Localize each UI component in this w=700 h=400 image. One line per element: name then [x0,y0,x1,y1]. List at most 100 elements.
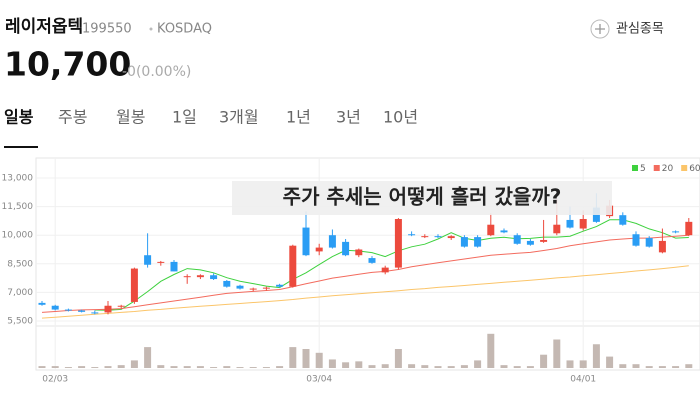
volume-bar [91,367,99,368]
watch-button[interactable]: 관심종목 [590,19,664,39]
candle-body [236,285,244,289]
volume-bar [249,367,257,368]
volume-bar [130,360,138,368]
volume-bar [368,365,376,368]
candle-body [78,310,86,312]
volume-bar [474,360,482,368]
volume-bar [408,364,416,368]
volume-bar [170,366,178,368]
candle-body [421,236,429,238]
candle-body [315,247,323,252]
annotation-bg [232,181,612,215]
volume-bar [526,366,534,368]
volume-bar [64,367,72,368]
candle-body [513,235,521,244]
candle-body [645,238,653,247]
tab[interactable]: 3개월 [219,108,259,127]
candle-body [302,227,310,256]
volume-bar [183,366,191,368]
volume-bar [447,366,455,368]
candle-body [408,234,416,236]
candle-body [526,240,534,245]
candle-body [130,268,138,302]
y-tick-label: 7,000 [7,288,33,298]
x-tick-label: 02/03 [42,375,68,385]
volume-bar [262,367,270,368]
candle-body [91,312,99,314]
volume-bar [144,347,152,368]
tab[interactable]: 월봉 [116,108,145,127]
ma-line [41,265,689,319]
candle-body [540,239,548,242]
candle-body [579,218,587,229]
candle-body [434,236,442,238]
volume-bar [685,364,693,368]
candle-body [566,219,574,228]
candle-body [500,230,508,233]
volume-bar [540,354,548,368]
price: 10,700 [4,45,131,84]
ma-line [41,234,689,313]
candle-body [289,245,297,287]
tab[interactable]: 3년 [336,108,361,127]
volume-bar [355,361,363,368]
candle-body [157,261,165,263]
legend-swatch [681,165,688,171]
y-tick-label: 10,000 [2,231,34,241]
tab[interactable]: 10년 [383,108,418,127]
volume-bar [672,366,680,368]
plus-icon [595,24,605,34]
x-tick-label: 04/01 [570,375,596,385]
candle-body [619,215,627,225]
candle-body [447,236,455,239]
legend-swatch [653,165,660,171]
plus-icon [590,19,610,39]
volume-bar [500,365,508,368]
volume-bar [421,365,429,368]
volume-bar [104,366,112,368]
y-tick-label: 5,500 [7,317,33,327]
candle-body [342,241,350,256]
volume-bar [117,365,125,368]
candle-body [51,305,59,310]
candle-body [249,288,257,290]
volume-bar [434,366,442,368]
tab[interactable]: 주봉 [58,108,87,127]
volume-bar [289,347,297,368]
annotation: 주가 추세는 어떻게 흘러 갔을까? [283,185,562,209]
y-tick-label: 13,000 [2,174,34,184]
tab-underline [4,146,38,148]
volume-bar [328,359,336,368]
volume-bar [645,366,653,368]
watch-label[interactable]: 관심종목 [616,22,664,37]
candle-body [210,275,218,280]
tab[interactable]: 1년 [286,108,311,127]
candle-body [632,234,640,246]
volume-bar [632,364,640,368]
legend-swatch [632,165,638,171]
tab[interactable]: 1일 [172,108,197,127]
separator-dot [149,27,153,31]
stock-name: 레이저옵텍 [5,17,83,37]
candle-body [223,280,231,287]
chart: 5,500 7,000 8,500 10,000 11,500 13,000 02/03 03… [2,157,700,385]
volume-bar [276,366,284,368]
x-tick-label: 03/04 [306,375,332,385]
volume-bar [157,365,165,368]
y-tick-label: 11,500 [2,202,34,212]
candle-body [64,309,72,311]
candle-body [276,284,284,287]
legend-label: 60 [689,164,700,174]
candle-body [685,221,693,236]
volume-bar [302,349,310,368]
volume-bar [315,352,323,368]
legend-label: 5 [640,164,646,174]
volume-bar [606,356,614,368]
candle-body [672,231,680,233]
y-tick-label: 8,500 [7,259,33,269]
tab[interactable]: 일봉 [4,108,34,127]
volume-bar [78,366,86,368]
candle-body [183,276,191,278]
candle-body [328,235,336,248]
candle-body [381,267,389,273]
